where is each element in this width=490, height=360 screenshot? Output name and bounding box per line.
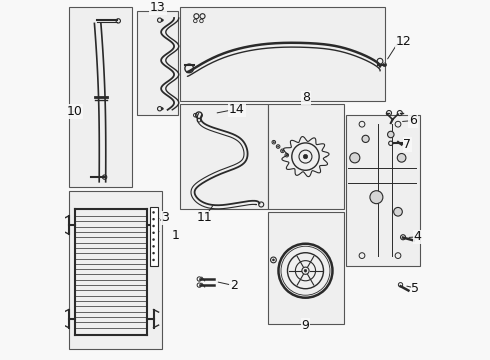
Circle shape	[304, 269, 307, 272]
Text: 8: 8	[302, 91, 310, 104]
Circle shape	[277, 146, 279, 147]
Circle shape	[393, 207, 402, 216]
Circle shape	[350, 153, 360, 163]
Text: 14: 14	[229, 103, 245, 116]
Bar	[346, 115, 419, 266]
Circle shape	[282, 150, 283, 152]
Circle shape	[152, 225, 155, 227]
Circle shape	[152, 245, 155, 248]
Text: 5: 5	[411, 282, 419, 294]
Text: 1: 1	[172, 229, 179, 242]
Circle shape	[152, 258, 155, 261]
Bar	[180, 104, 269, 209]
Circle shape	[362, 135, 369, 143]
Circle shape	[161, 19, 163, 21]
Bar	[269, 212, 344, 324]
Bar	[69, 191, 162, 349]
Text: 4: 4	[414, 230, 421, 243]
Circle shape	[152, 211, 155, 213]
Circle shape	[370, 191, 383, 204]
Text: 3: 3	[162, 211, 170, 224]
Circle shape	[397, 153, 406, 162]
Text: 9: 9	[301, 319, 309, 332]
Bar	[269, 104, 344, 209]
Circle shape	[286, 154, 288, 156]
Circle shape	[152, 252, 155, 255]
Circle shape	[152, 231, 155, 234]
Text: 11: 11	[196, 211, 212, 224]
Circle shape	[161, 108, 163, 110]
Text: 2: 2	[230, 279, 238, 292]
Text: 10: 10	[67, 105, 82, 118]
Bar	[180, 7, 386, 101]
Text: 7: 7	[403, 138, 412, 151]
Bar	[69, 7, 132, 187]
Circle shape	[388, 131, 394, 138]
Text: 13: 13	[150, 1, 166, 14]
Circle shape	[272, 259, 274, 261]
Text: 6: 6	[409, 114, 417, 127]
Circle shape	[152, 218, 155, 220]
Circle shape	[273, 141, 274, 143]
Bar	[137, 11, 178, 115]
Circle shape	[152, 238, 155, 241]
Bar	[149, 207, 157, 266]
Text: 12: 12	[395, 35, 411, 48]
Circle shape	[303, 154, 308, 159]
